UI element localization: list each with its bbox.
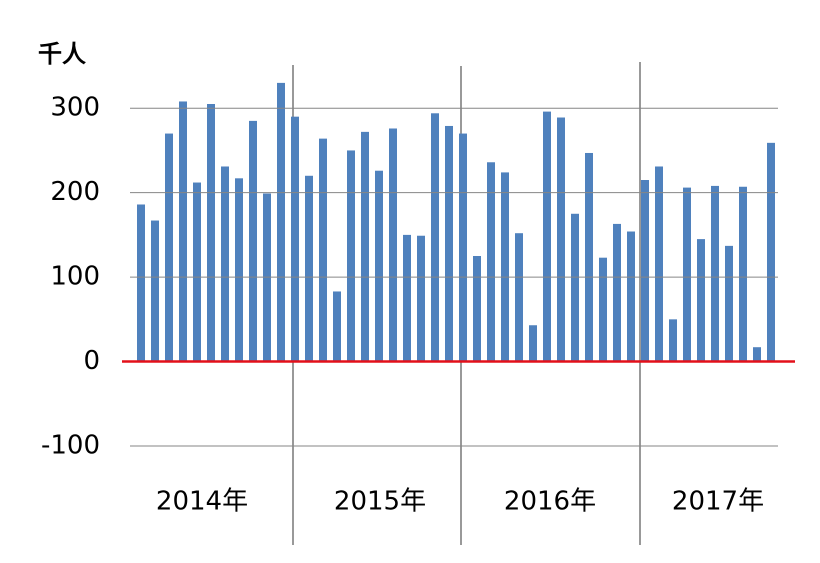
bar (753, 347, 761, 362)
bar (599, 257, 607, 362)
bar (193, 182, 201, 362)
bar (305, 175, 313, 362)
y-tick-label: 100 (50, 262, 100, 292)
y-tick-label: 300 (50, 93, 100, 123)
bar (739, 186, 747, 362)
unit-label: 千人 (38, 40, 86, 68)
bar (319, 138, 327, 362)
bar (445, 125, 453, 362)
bar (403, 234, 411, 362)
bar (431, 113, 439, 362)
bar (179, 101, 187, 362)
bar (165, 133, 173, 362)
bar (627, 231, 635, 362)
y-tick-label: 200 (50, 177, 100, 207)
bar (361, 131, 369, 362)
bar (487, 162, 495, 362)
y-tick-label: -100 (41, 431, 100, 461)
bar (375, 170, 383, 362)
bar (417, 235, 425, 362)
bar (529, 325, 537, 362)
bar (669, 319, 677, 362)
bar (683, 187, 691, 362)
y-tick-label: 0 (83, 346, 100, 376)
bar (151, 220, 159, 362)
bar (697, 239, 705, 362)
bar (711, 185, 719, 362)
bar (571, 213, 579, 362)
bar (557, 117, 565, 362)
bar (277, 82, 285, 362)
bar (501, 172, 509, 362)
bar (235, 178, 243, 362)
bar (473, 256, 481, 362)
bar (333, 291, 341, 362)
bar (221, 166, 229, 362)
year-label: 2015年 (334, 487, 426, 517)
bar (543, 111, 551, 362)
bar (585, 152, 593, 362)
bar (515, 233, 523, 362)
year-label: 2016年 (504, 487, 596, 517)
bar (207, 104, 215, 362)
year-label: 2014年 (156, 487, 248, 517)
bar (613, 223, 621, 362)
year-label: 2017年 (672, 487, 764, 517)
bar (137, 204, 145, 362)
bar (347, 150, 355, 362)
bar (459, 133, 467, 362)
bar (389, 128, 397, 362)
bar (641, 180, 649, 362)
bar (767, 142, 775, 362)
bar (655, 166, 663, 362)
bar (249, 120, 257, 362)
bar (291, 116, 299, 362)
bar (725, 245, 733, 362)
